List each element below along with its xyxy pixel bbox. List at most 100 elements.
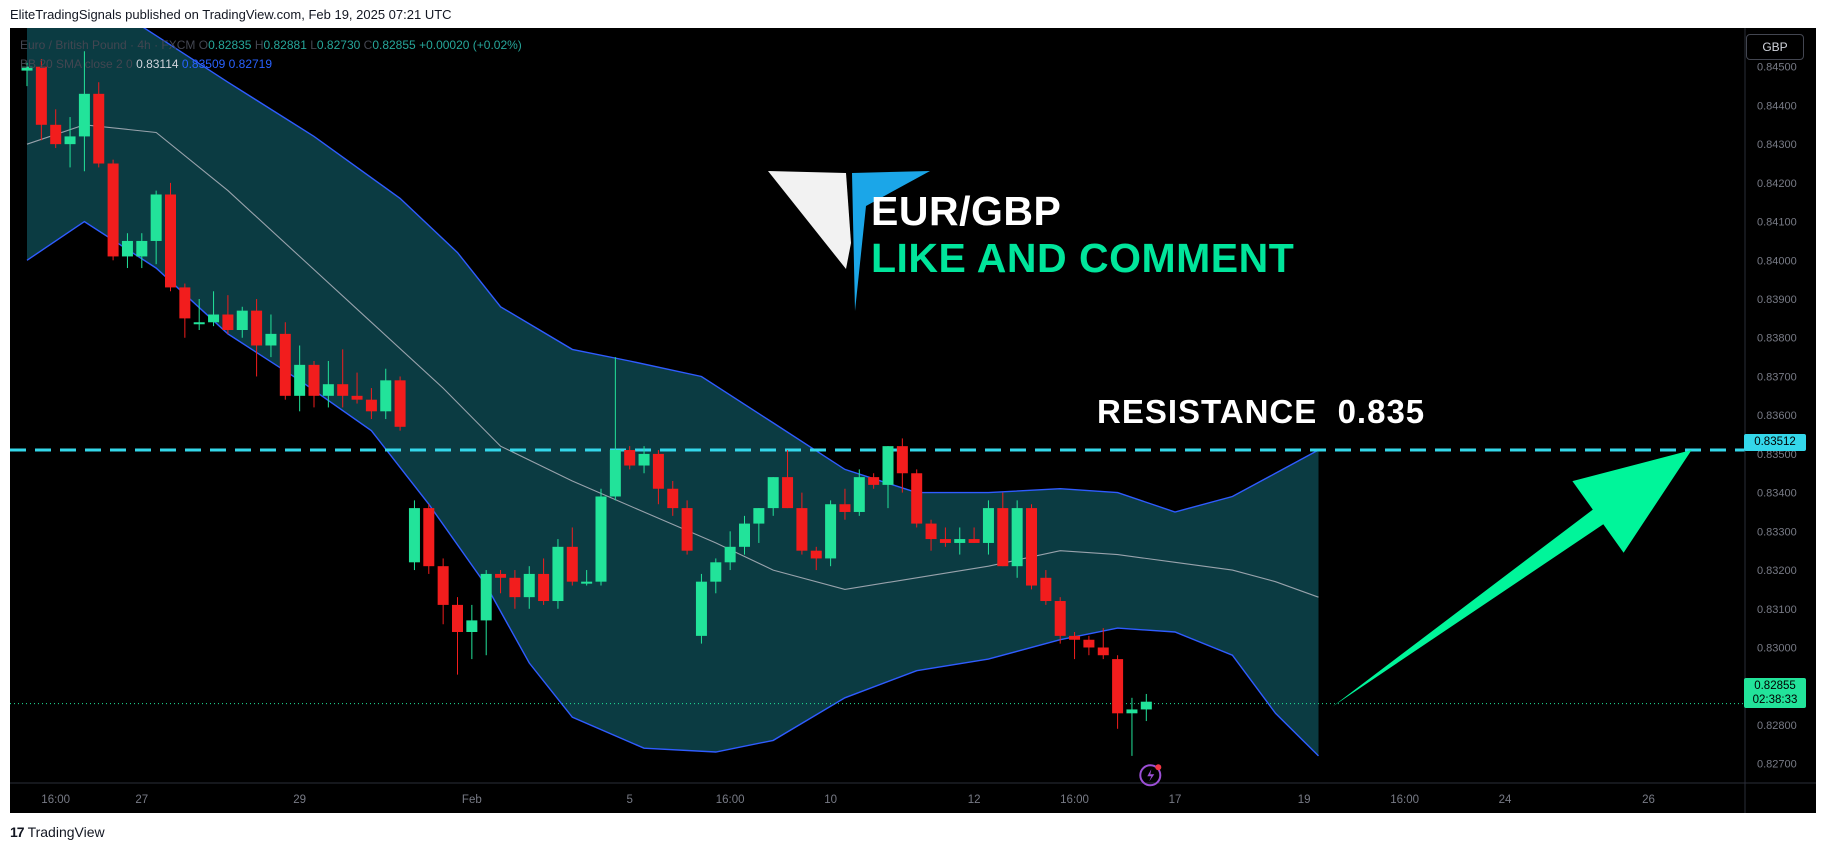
footer-brand[interactable]: TradingView bbox=[27, 824, 105, 840]
candle-body bbox=[911, 473, 923, 524]
y-tick-label: 0.84400 bbox=[1757, 100, 1797, 112]
candle-body bbox=[423, 508, 435, 567]
x-tick-label: 16:00 bbox=[1060, 794, 1089, 806]
candle-body bbox=[351, 395, 363, 400]
legend-low: 0.82730 bbox=[316, 38, 361, 52]
candle-body bbox=[695, 581, 707, 636]
event-flash-icon bbox=[1139, 764, 1162, 787]
candle-body bbox=[581, 581, 593, 584]
x-tick-label: 10 bbox=[824, 794, 837, 806]
candle-body bbox=[294, 364, 306, 396]
candle-body bbox=[767, 477, 779, 509]
bollinger-lower-line bbox=[26, 220, 1319, 757]
candle-body bbox=[193, 322, 205, 325]
bollinger-band-fill bbox=[27, 28, 1319, 756]
candle-body bbox=[853, 477, 865, 512]
chart-area[interactable]: 0.827000.828000.829000.830000.831000.832… bbox=[10, 28, 1816, 813]
legend-symbol[interactable]: Euro / British Pound · 4h · FXCM bbox=[20, 38, 196, 52]
x-tick-label: 5 bbox=[626, 794, 632, 806]
candle-body bbox=[1112, 659, 1124, 714]
candle-body bbox=[179, 287, 191, 319]
candle-body bbox=[552, 546, 564, 602]
candle-body bbox=[595, 496, 607, 582]
price-chart[interactable]: 0.827000.828000.829000.830000.831000.832… bbox=[10, 28, 1816, 813]
candle-body bbox=[380, 380, 392, 412]
candle-body bbox=[78, 93, 90, 137]
candle-body bbox=[825, 504, 837, 559]
resistance-annotation: RESISTANCE 0.835 bbox=[1097, 393, 1426, 430]
event-bolt-icon bbox=[1147, 769, 1155, 782]
candle-body bbox=[1040, 577, 1052, 602]
candle-body bbox=[480, 573, 492, 621]
banner-symbol: EUR/GBP bbox=[871, 188, 1062, 234]
bollinger-basis-line bbox=[26, 124, 1319, 598]
candle-body bbox=[64, 136, 76, 145]
candle-body bbox=[609, 450, 621, 497]
candle-body bbox=[121, 240, 133, 257]
candle-body bbox=[265, 333, 277, 346]
candle-body bbox=[954, 539, 966, 543]
candle-body bbox=[136, 240, 148, 257]
y-tick-label: 0.83000 bbox=[1757, 642, 1797, 654]
candle-body bbox=[997, 508, 1009, 567]
x-tick-label: 24 bbox=[1499, 794, 1512, 806]
candle-body bbox=[523, 573, 535, 598]
legend-indicator[interactable]: BB 20 SMA close 2 0 bbox=[20, 57, 133, 71]
banner-cta: LIKE AND COMMENT bbox=[871, 235, 1295, 281]
currency-button[interactable]: GBP bbox=[1746, 34, 1804, 60]
current-price-tag: 0.82855 02:38:33 bbox=[1744, 678, 1806, 708]
candle-body bbox=[1011, 508, 1023, 567]
y-tick-label: 0.82700 bbox=[1757, 759, 1797, 771]
event-badge-icon bbox=[1155, 764, 1162, 771]
candle-body bbox=[839, 504, 851, 512]
legend-bb-basis: 0.83114 bbox=[136, 57, 179, 71]
candle-body bbox=[279, 333, 291, 396]
candle-body bbox=[408, 508, 420, 563]
tradingview-logo-icon: 17 bbox=[10, 824, 25, 840]
candle-body bbox=[939, 539, 951, 543]
x-tick-label: 16:00 bbox=[1390, 794, 1419, 806]
legend-change: +0.00020 (+0.02%) bbox=[419, 38, 522, 52]
candle-body bbox=[753, 508, 765, 524]
x-tick-label: 16:00 bbox=[716, 794, 745, 806]
candle-body bbox=[667, 488, 679, 509]
bar-countdown: 02:38:33 bbox=[1752, 694, 1798, 706]
candle-body bbox=[1054, 601, 1066, 636]
x-tick-label: 27 bbox=[135, 794, 148, 806]
candle-body bbox=[466, 620, 478, 632]
y-tick-label: 0.84100 bbox=[1757, 217, 1797, 229]
y-tick-label: 0.84000 bbox=[1757, 255, 1797, 267]
x-tick-label: 29 bbox=[293, 794, 306, 806]
publish-header: EliteTradingSignals published on Trading… bbox=[10, 7, 452, 22]
candle-body bbox=[896, 446, 908, 474]
candle-body bbox=[982, 508, 994, 543]
y-tick-label: 0.83200 bbox=[1757, 565, 1797, 577]
candle-body bbox=[495, 573, 507, 578]
candle-body bbox=[782, 477, 794, 509]
candle-body bbox=[165, 194, 176, 288]
promo-banner: EUR/GBP LIKE AND COMMENT bbox=[760, 143, 1320, 313]
legend-row-ohlc: Euro / British Pound · 4h · FXCM O0.8283… bbox=[20, 38, 522, 52]
candle-body bbox=[236, 310, 248, 330]
candle-body bbox=[222, 314, 234, 330]
resistance-price-tag: 0.83512 bbox=[1744, 434, 1806, 451]
candle-body bbox=[566, 546, 578, 582]
candle-body bbox=[724, 546, 736, 563]
y-tick-label: 0.83900 bbox=[1757, 294, 1797, 306]
candle-body bbox=[624, 450, 636, 466]
y-tick-label: 0.83500 bbox=[1757, 449, 1797, 461]
legend-high: 0.82881 bbox=[263, 38, 307, 52]
x-tick-label: 19 bbox=[1298, 794, 1311, 806]
legend-bb-upper: 0.83509 bbox=[181, 57, 226, 71]
candle-body bbox=[322, 384, 334, 396]
candle-body bbox=[50, 124, 62, 145]
candle-body bbox=[1069, 635, 1081, 640]
legend-bb-lower: 0.82719 bbox=[228, 57, 273, 71]
candle-body bbox=[365, 399, 377, 412]
candle-body bbox=[882, 446, 894, 485]
candle-body bbox=[638, 453, 650, 466]
candle-body bbox=[868, 477, 880, 485]
legend-row-bb: BB 20 SMA close 2 0 0.83114 0.83509 0.82… bbox=[20, 55, 522, 74]
candle-body bbox=[337, 384, 349, 396]
x-tick-label: 16:00 bbox=[41, 794, 70, 806]
